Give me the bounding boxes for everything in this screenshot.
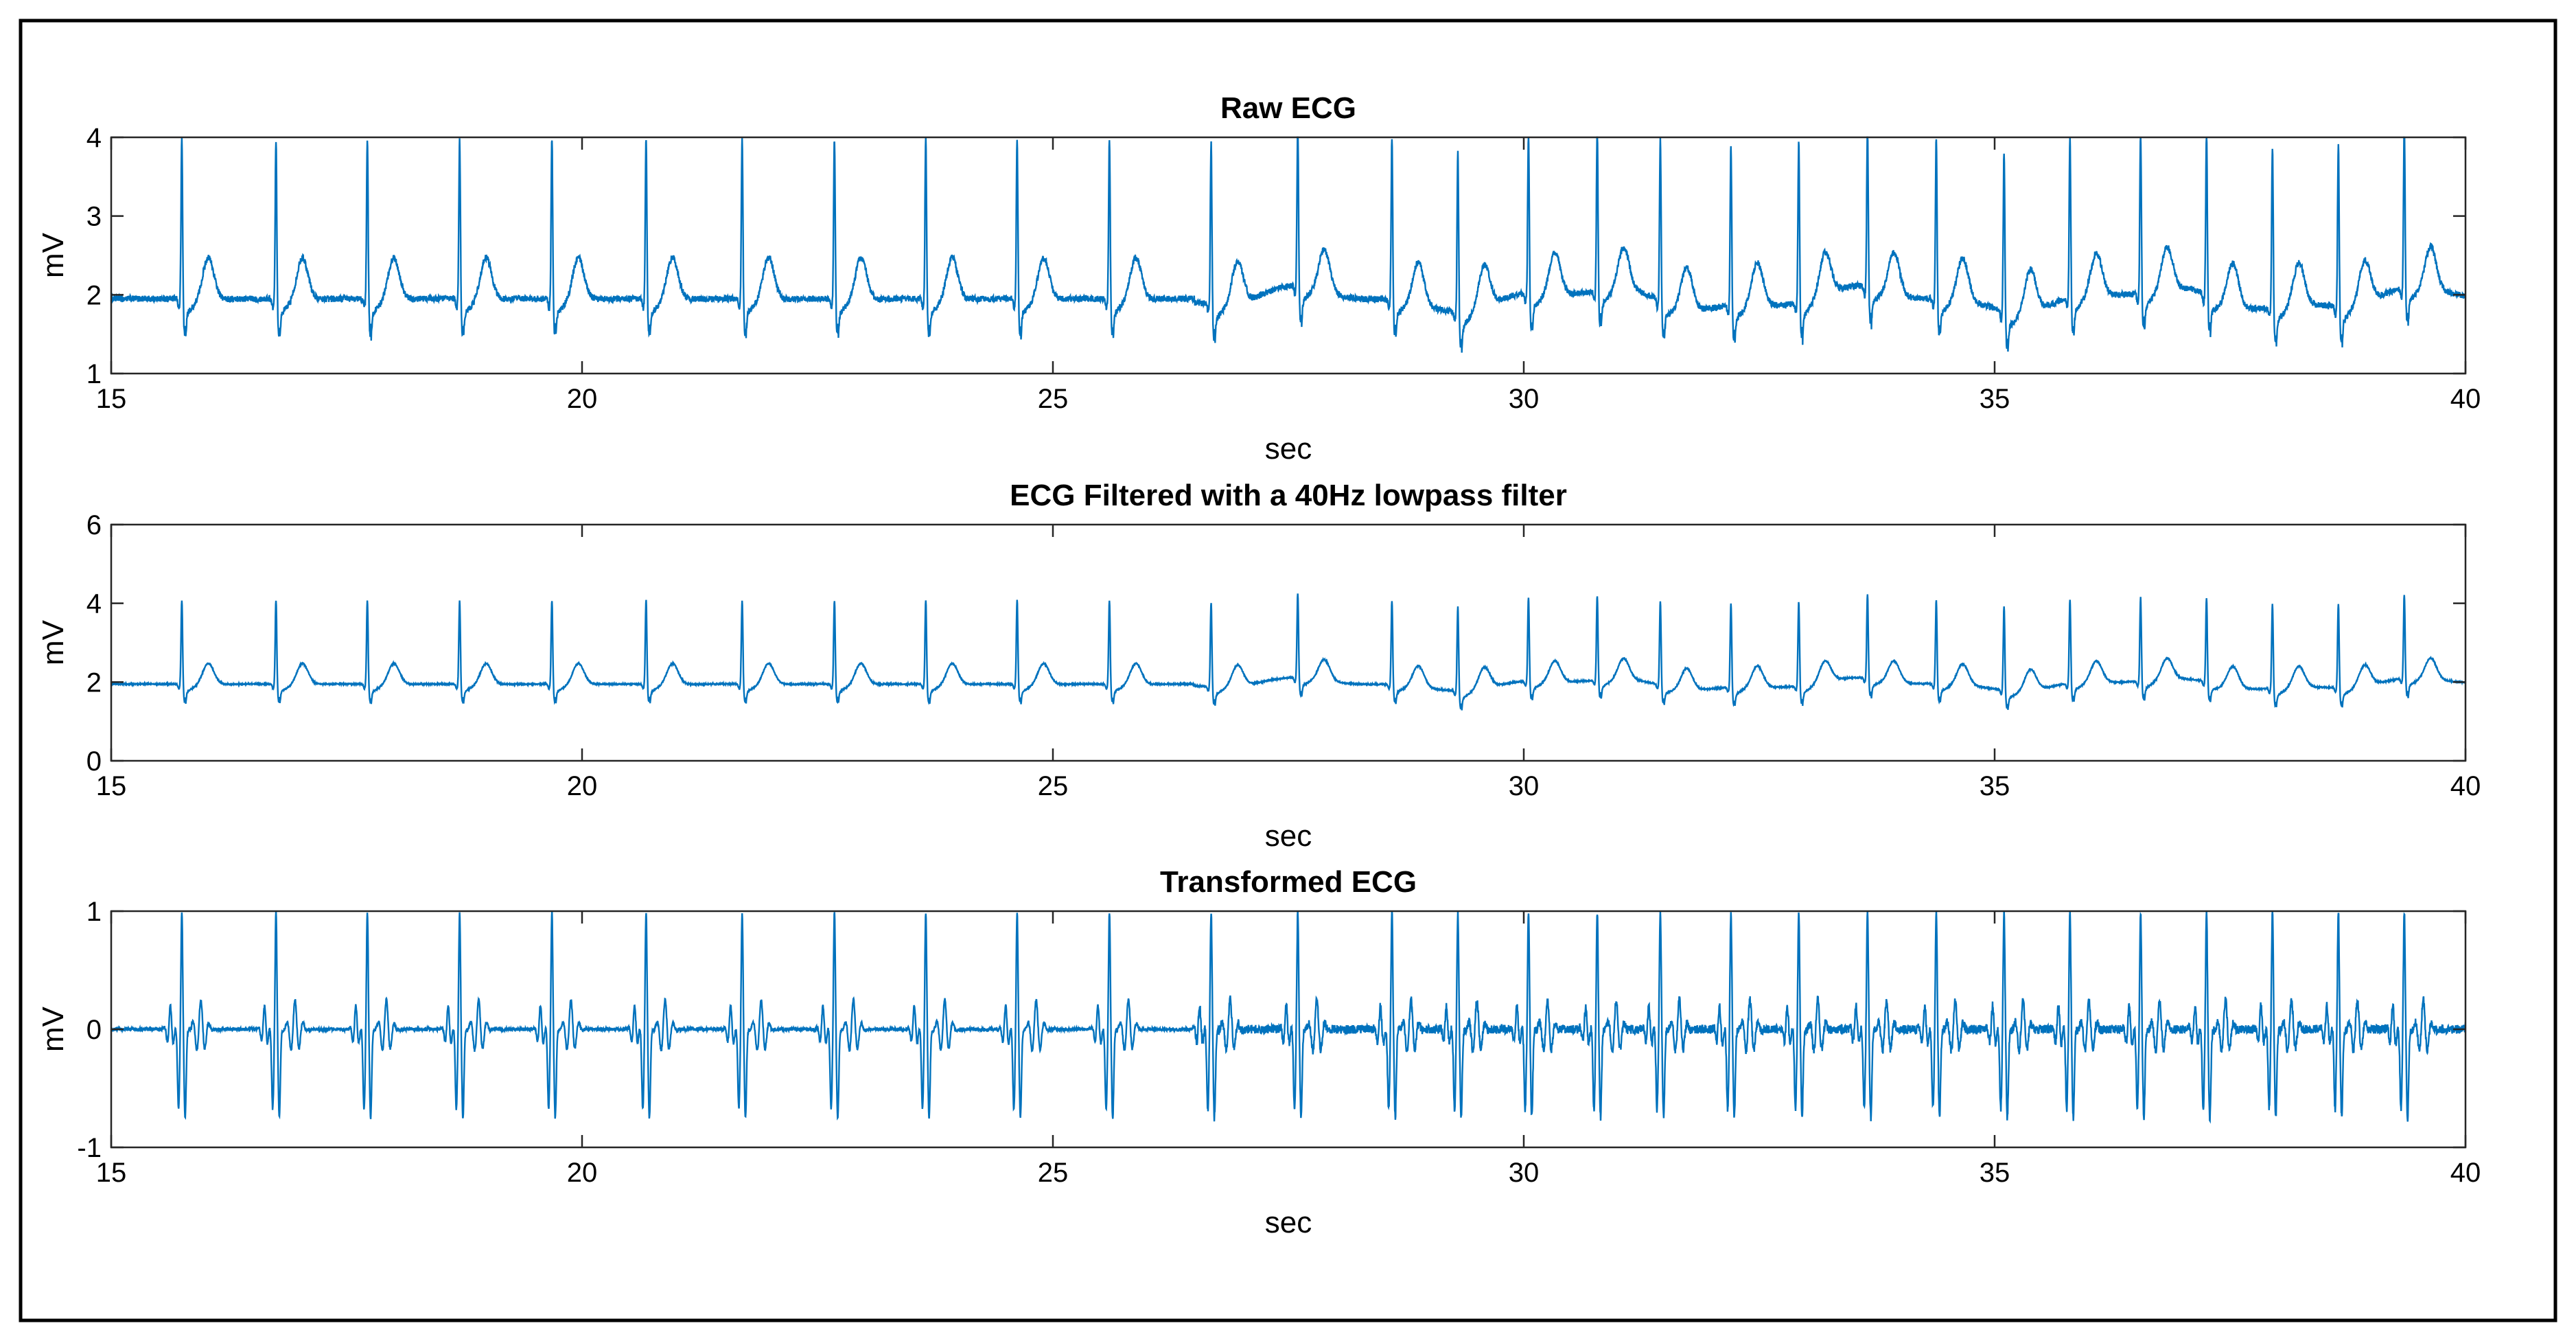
x-tick-label: 25 <box>1038 384 1069 414</box>
y-tick-label: 4 <box>86 123 102 153</box>
y-tick-label: 1 <box>86 897 102 927</box>
series-line <box>110 910 2467 1124</box>
x-tick-label: 35 <box>1980 1158 2010 1188</box>
figure-border <box>19 19 2557 1322</box>
x-tick-label: 20 <box>567 384 598 414</box>
subplot-title: Raw ECG <box>1220 91 1356 125</box>
x-tick-label: 40 <box>2450 771 2481 801</box>
y-tick-label: 2 <box>86 280 102 310</box>
subplot-filtered-ecg: ECG Filtered with a 40Hz lowpass filter … <box>36 479 2481 853</box>
x-tick-label: 15 <box>96 771 127 801</box>
x-axis-label: sec <box>1265 432 1312 466</box>
x-tick-label: 20 <box>567 1158 598 1188</box>
x-tick-label: 35 <box>1980 771 2010 801</box>
y-tick-label: 3 <box>86 202 102 232</box>
plot-area: 15 20 25 30 35 40 -1 0 1 <box>77 897 2481 1188</box>
y-tick-label: 0 <box>86 1015 102 1045</box>
x-tick-label: 15 <box>96 1158 127 1188</box>
y-tick-label: -1 <box>77 1133 102 1163</box>
x-tick-label: 40 <box>2450 384 2481 414</box>
series-line <box>110 136 2467 353</box>
subplot-title: Transformed ECG <box>1160 865 1417 899</box>
x-tick-label: 30 <box>1509 771 1540 801</box>
x-tick-label: 20 <box>567 771 598 801</box>
y-axis-label: mV <box>36 1006 70 1052</box>
x-tick-label: 40 <box>2450 1158 2481 1188</box>
axes-box <box>110 136 2467 375</box>
x-axis-label: sec <box>1265 1206 1312 1239</box>
y-tick-label: 2 <box>86 667 102 698</box>
x-tick-label: 30 <box>1509 384 1540 414</box>
subplot-raw-ecg: Raw ECG mV sec 15 20 25 30 35 40 1 2 3 4 <box>36 91 2481 466</box>
subplot-title: ECG Filtered with a 40Hz lowpass filter <box>1010 479 1567 512</box>
plot-area: 15 20 25 30 35 40 0 2 4 6 <box>86 510 2481 801</box>
subplot-transformed-ecg: Transformed ECG mV sec 15 20 25 30 35 40 -1 0 1 <box>36 865 2481 1239</box>
y-tick-label: 4 <box>86 589 102 619</box>
x-tick-label: 15 <box>96 384 127 414</box>
x-tick-label: 25 <box>1038 1158 1069 1188</box>
series-line <box>110 593 2466 711</box>
plot-area: 15 20 25 30 35 40 1 2 3 4 <box>86 123 2481 414</box>
axes-box <box>110 523 2467 762</box>
y-axis-label: mV <box>36 232 70 278</box>
y-tick-label: 0 <box>86 746 102 777</box>
x-axis-label: sec <box>1265 819 1312 853</box>
y-tick-label: 6 <box>86 510 102 540</box>
y-tick-label: 1 <box>86 359 102 389</box>
y-axis-label: mV <box>36 619 70 665</box>
x-tick-label: 25 <box>1038 771 1069 801</box>
x-tick-label: 30 <box>1509 1158 1540 1188</box>
x-tick-label: 35 <box>1980 384 2010 414</box>
